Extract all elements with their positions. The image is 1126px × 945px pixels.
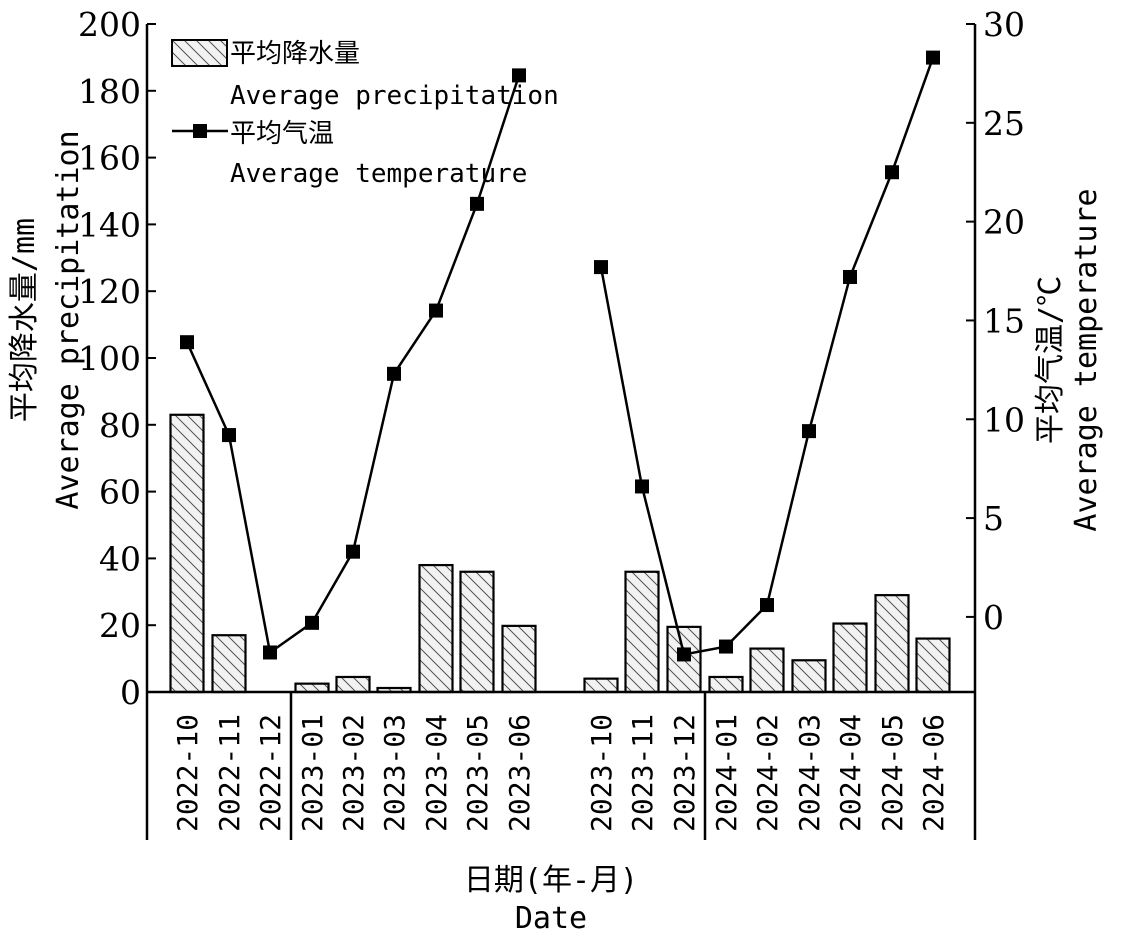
- precipitation-bars: [169, 413, 951, 694]
- temp-point-2022-12: [263, 645, 277, 660]
- bar-2023-11: [624, 570, 660, 694]
- legend-temp-cn: 平均气温: [230, 119, 334, 149]
- right-axis-title-cn: 平均气温/℃: [1033, 276, 1068, 444]
- left-tick-label-120: 120: [78, 272, 141, 311]
- left-tick-label-20: 20: [99, 606, 141, 645]
- temp-point-2023-03: [387, 366, 401, 381]
- legend-precip-en: Average precipitation: [230, 81, 559, 111]
- category-label-2024-02: 2024-02: [751, 714, 784, 832]
- temp-point-2024-06: [926, 50, 940, 65]
- category-label-2022-10: 2022-10: [171, 714, 204, 832]
- right-axis-title: 平均气温/℃ Average temperature: [1033, 188, 1104, 531]
- left-tick-label-80: 80: [99, 406, 141, 445]
- bar-2023-10: [583, 677, 619, 694]
- category-label-2023-12: 2023-12: [668, 714, 701, 832]
- x-axis-title-cn: 日期(年-月): [464, 863, 638, 898]
- category-label-2024-06: 2024-06: [917, 714, 950, 832]
- right-tick-label-30: 30: [983, 5, 1025, 44]
- temp-point-2024-03: [802, 424, 816, 439]
- left-axis-title-cn: 平均降水量/mm: [7, 218, 42, 422]
- right-tick-label-5: 5: [983, 499, 1004, 538]
- temp-point-2023-02: [346, 544, 360, 559]
- left-tick-label-180: 180: [78, 72, 141, 111]
- legend-bar-swatch: [171, 39, 228, 67]
- bar-2024-01: [708, 675, 744, 694]
- left-tick-label-100: 100: [78, 339, 141, 378]
- left-tick-label-0: 0: [120, 673, 141, 712]
- bar-2022-11: [211, 634, 247, 694]
- bar-2024-02: [749, 647, 785, 694]
- temp-point-2023-05: [470, 196, 484, 211]
- axes: 0 20 40 60 80 100 120 140 160 180 200 0 5 10 15 20 25 30: [78, 5, 1025, 840]
- temp-point-2023-11: [635, 479, 649, 494]
- x-axis-title-en: Date: [515, 901, 587, 936]
- left-tick-label-160: 160: [78, 139, 141, 178]
- bar-2023-01: [294, 682, 330, 694]
- bar-2024-06: [915, 637, 951, 694]
- left-axis-title: 平均降水量/mm Average precipitation: [7, 130, 86, 509]
- bar-2024-03: [791, 659, 827, 694]
- right-tick-label-25: 25: [983, 104, 1025, 143]
- temp-point-2024-05: [885, 165, 899, 180]
- left-tick-label-40: 40: [99, 539, 141, 578]
- category-label-2023-05: 2023-05: [461, 714, 494, 832]
- temp-point-2023-04: [429, 303, 443, 318]
- category-label-2024-01: 2024-01: [710, 714, 743, 832]
- left-tick-label-60: 60: [99, 473, 141, 512]
- legend-precip-cn: 平均降水量: [230, 39, 360, 69]
- category-label-2023-03: 2023-03: [378, 714, 411, 832]
- temp-point-2024-04: [843, 269, 857, 284]
- category-label-2024-04: 2024-04: [834, 714, 867, 832]
- right-tick-label-20: 20: [983, 203, 1025, 242]
- category-label-2023-11: 2023-11: [626, 714, 659, 832]
- legend-square-marker: [193, 124, 207, 138]
- left-axis-title-en: Average precipitation: [51, 130, 86, 509]
- legend: 平均降水量 Average precipitation 平均气温 Average…: [171, 39, 559, 189]
- category-label-2022-11: 2022-11: [213, 714, 246, 832]
- bar-2023-06: [501, 624, 537, 694]
- temp-point-2024-02: [760, 598, 774, 613]
- bar-2024-04: [832, 622, 868, 694]
- right-tick-label-0: 0: [983, 598, 1004, 637]
- left-tick-label-200: 200: [78, 5, 141, 44]
- temp-point-2022-11: [222, 428, 236, 443]
- bar-2023-04: [418, 563, 454, 694]
- temperature-line-segment-2: [599, 57, 935, 656]
- right-axis-title-en: Average temperature: [1069, 188, 1104, 531]
- bar-2022-10: [169, 413, 205, 694]
- category-label-2023-02: 2023-02: [337, 714, 370, 832]
- temp-point-2023-06: [512, 68, 526, 83]
- category-labels: 2022-10 2022-11 2022-12 2023-01 2023-02 2023-…: [171, 714, 950, 832]
- category-label-2023-01: 2023-01: [296, 714, 329, 832]
- temp-point-2022-10: [180, 335, 194, 350]
- temp-point-2023-10: [594, 260, 608, 275]
- category-label-2024-03: 2024-03: [793, 714, 826, 832]
- right-tick-label-10: 10: [983, 400, 1025, 439]
- category-label-2023-06: 2023-06: [503, 714, 536, 832]
- bar-2023-02: [335, 675, 371, 694]
- temp-point-2023-01: [305, 615, 319, 630]
- bar-2024-05: [874, 594, 910, 694]
- temp-point-2023-12: [677, 647, 691, 662]
- right-tick-label-15: 15: [983, 301, 1025, 340]
- category-label-2023-04: 2023-04: [420, 714, 453, 832]
- category-label-2023-10: 2023-10: [585, 714, 618, 832]
- bar-2023-05: [459, 570, 495, 694]
- category-label-2024-05: 2024-05: [876, 714, 909, 832]
- temp-point-2024-01: [719, 639, 733, 654]
- left-tick-label-140: 140: [78, 205, 141, 244]
- legend-temp-en: Average temperature: [230, 159, 527, 189]
- category-label-2022-12: 2022-12: [254, 714, 287, 832]
- temperature-line: [180, 50, 940, 662]
